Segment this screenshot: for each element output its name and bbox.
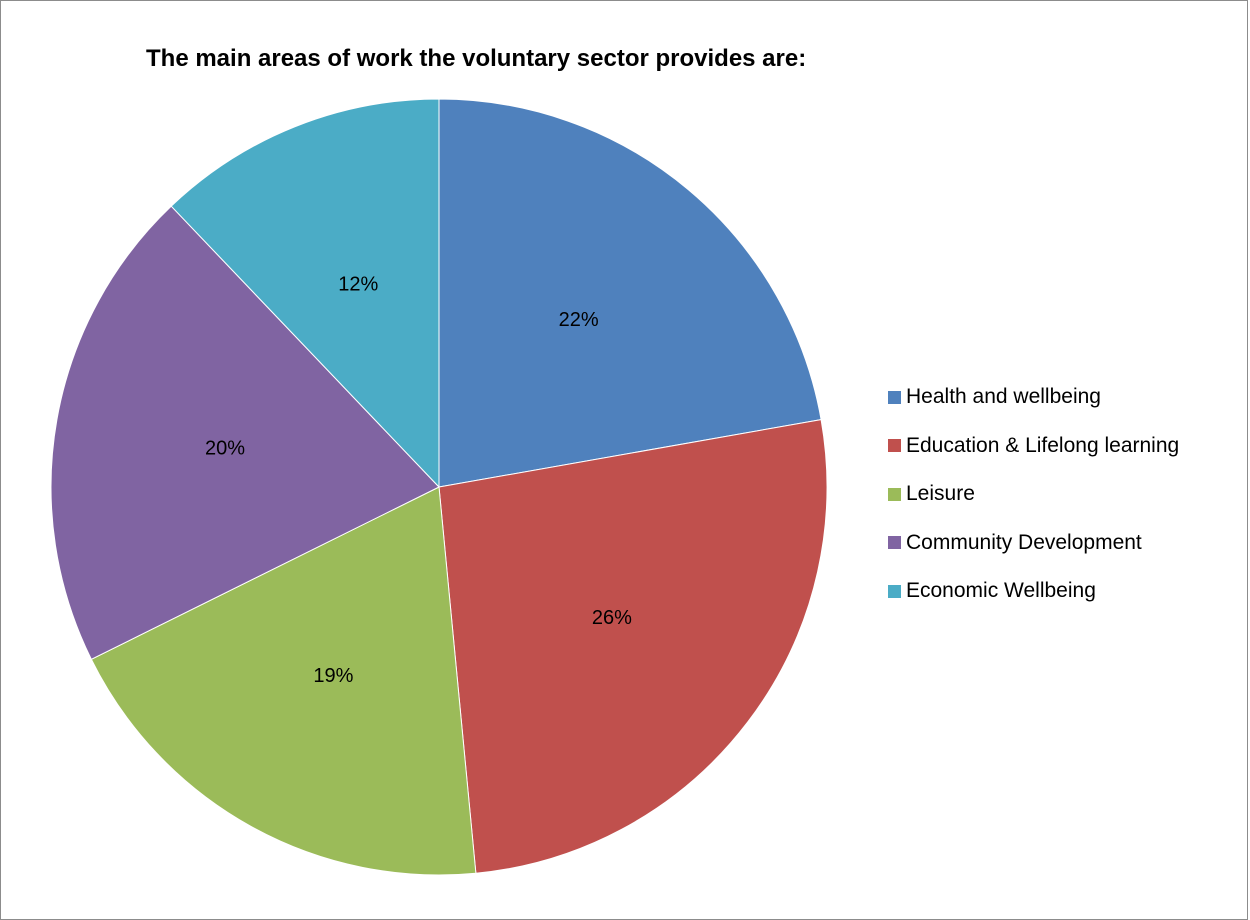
pie-slice-education xyxy=(438,419,828,874)
data-label-community: 20% xyxy=(205,438,245,460)
legend-item-health: Health and wellbeing xyxy=(888,373,1179,422)
legend-item-community: Community Development xyxy=(888,519,1179,568)
legend-label-health: Health and wellbeing xyxy=(906,385,1101,409)
data-label-economic: 12% xyxy=(338,274,378,296)
legend-swatch-education xyxy=(888,439,901,453)
data-label-leisure: 19% xyxy=(313,665,353,687)
data-label-health: 22% xyxy=(559,309,599,331)
legend-swatch-economic xyxy=(888,584,901,598)
pie-slice-community xyxy=(50,205,440,660)
pie-chart: 22% 26% 19% 20% 12% xyxy=(50,98,828,876)
legend-label-community: Community Development xyxy=(906,530,1142,554)
legend-label-leisure: Leisure xyxy=(906,482,975,506)
legend-item-leisure: Leisure xyxy=(888,470,1179,519)
legend-swatch-community xyxy=(888,536,901,550)
legend-label-economic: Economic Wellbeing xyxy=(906,579,1096,603)
legend-swatch-leisure xyxy=(888,487,901,501)
legend-label-education: Education & Lifelong learning xyxy=(906,433,1180,457)
legend-item-education: Education & Lifelong learning xyxy=(888,422,1179,471)
legend-swatch-health xyxy=(888,390,901,404)
pie-slice-health xyxy=(438,98,822,488)
pie-slice-leisure xyxy=(90,486,477,876)
data-label-education: 26% xyxy=(592,607,632,629)
legend: Health and wellbeing Education & Lifelon… xyxy=(888,373,1179,616)
legend-item-economic: Economic Wellbeing xyxy=(888,567,1179,616)
pie-slice-economic xyxy=(170,98,440,489)
chart-title: The main areas of work the voluntary sec… xyxy=(146,45,807,72)
